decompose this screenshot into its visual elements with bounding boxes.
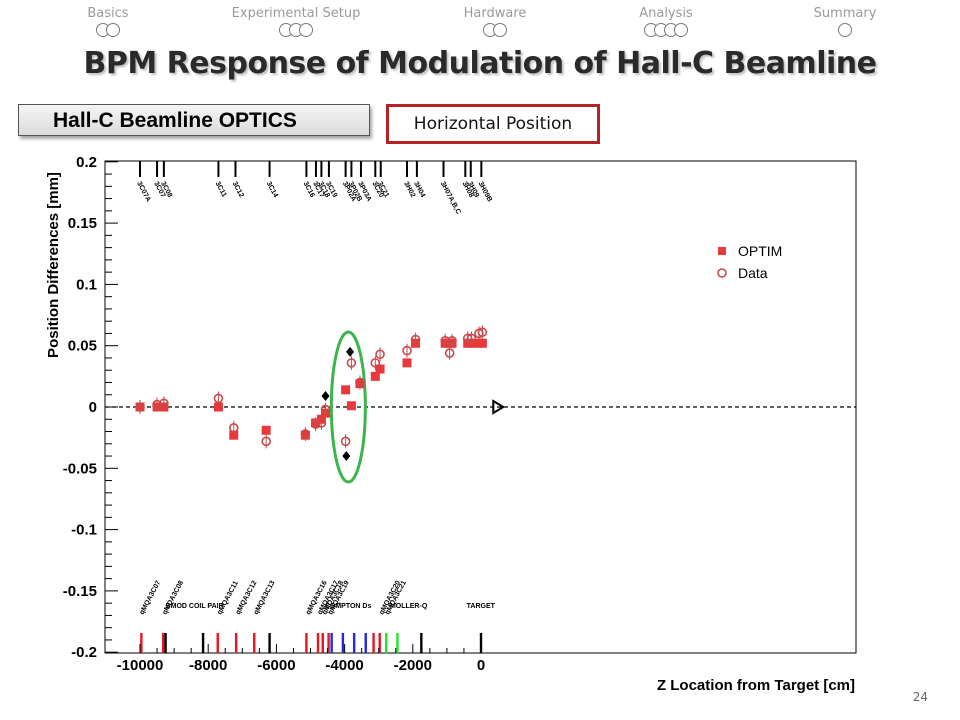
slide-dot-icon[interactable] bbox=[106, 23, 120, 37]
section-nav: Basics Experimental Setup Hardware Analysis… bbox=[0, 0, 960, 42]
y-tick-label: -0.2 bbox=[71, 644, 97, 661]
bottom-label-bmod-coil-pair: BMOD COIL PAIR bbox=[166, 603, 224, 610]
element-label-3c11: 3C11 bbox=[214, 181, 228, 199]
nav-item-analysis[interactable]: Analysis bbox=[586, 6, 746, 39]
x-tick-label: -8000 bbox=[189, 657, 227, 674]
data-point bbox=[316, 418, 327, 428]
y-tick-label: -0.1 bbox=[71, 522, 97, 539]
x-tick-label: -2000 bbox=[394, 657, 432, 674]
data-point bbox=[320, 404, 331, 415]
data-point bbox=[346, 358, 357, 368]
element-label-3c14: 3C14 bbox=[265, 181, 279, 199]
slide-dot-icon[interactable] bbox=[838, 23, 852, 37]
y-tick-label: 0.2 bbox=[76, 154, 97, 171]
nav-progress-dots bbox=[28, 23, 188, 39]
nav-label: Analysis bbox=[639, 6, 693, 21]
data-point bbox=[355, 377, 365, 388]
y-tick-label: 0.05 bbox=[68, 338, 97, 355]
nav-label: Experimental Setup bbox=[231, 6, 361, 21]
nav-label: Basics bbox=[87, 6, 129, 21]
extra-point bbox=[321, 390, 330, 401]
slide-title: BPM Response of Modulation of Hall-C Bea… bbox=[83, 46, 877, 81]
data-point bbox=[402, 345, 412, 356]
legend-square-icon bbox=[718, 247, 726, 255]
nav-item-hardware[interactable]: Hardware bbox=[415, 6, 575, 39]
element-label-3c12: 3C12 bbox=[231, 181, 245, 199]
data-point bbox=[261, 436, 271, 447]
x-tick-label: 0 bbox=[477, 657, 485, 674]
optim-point bbox=[402, 358, 412, 368]
optics-label-box: Hall-C Beamline OPTICS bbox=[18, 104, 370, 136]
optim-point bbox=[346, 401, 356, 411]
data-point bbox=[135, 402, 145, 412]
x-axis-title: Z Location from Target [cm] bbox=[657, 677, 855, 694]
data-point bbox=[300, 429, 311, 439]
nav-progress-dots bbox=[216, 23, 376, 39]
optim-point bbox=[477, 338, 487, 348]
data-point bbox=[228, 423, 239, 433]
optim-point bbox=[229, 430, 239, 440]
y-tick-label: 0.15 bbox=[68, 215, 97, 232]
bottom-label-qmqa3c07: qMQA3C07 bbox=[139, 580, 163, 616]
nav-progress-dots bbox=[415, 23, 575, 39]
zero-line-arrow-icon bbox=[492, 399, 506, 415]
bottom-label-moller-q: MOLLER-Q bbox=[390, 603, 428, 610]
data-point bbox=[340, 436, 351, 447]
nav-item-basics[interactable]: Basics bbox=[28, 6, 188, 39]
element-label-3h07a-b-c: 3H07A,B,C bbox=[439, 181, 462, 216]
data-point bbox=[444, 348, 455, 358]
data-point bbox=[159, 398, 169, 409]
data-points bbox=[135, 325, 506, 462]
optim-point bbox=[375, 364, 385, 374]
extra-point bbox=[342, 451, 351, 462]
data-point bbox=[410, 334, 421, 345]
element-label-3c07a: 3C07A bbox=[135, 181, 151, 204]
legend-label-data: Data bbox=[738, 265, 768, 281]
highlight-ellipse bbox=[329, 330, 367, 484]
y-tick-label: -0.15 bbox=[63, 583, 97, 600]
optim-point bbox=[341, 385, 351, 395]
optim-point bbox=[213, 402, 223, 412]
y-tick-label: -0.05 bbox=[63, 460, 97, 477]
horizontal-position-label: Horizontal Position bbox=[386, 104, 600, 144]
optim-point bbox=[261, 425, 271, 435]
y-axis-title: Position Differences [mm] bbox=[45, 172, 62, 358]
axis-ticks: -10000 -8000 -6000 -4000 -2000 0 -0.2 -0.15 -0.1… bbox=[63, 154, 485, 674]
legend-label-optim: OPTIM bbox=[738, 243, 782, 259]
optim-point bbox=[370, 371, 380, 381]
data-point bbox=[466, 333, 477, 344]
nav-label: Summary bbox=[813, 6, 877, 21]
nav-item-summary[interactable]: Summary bbox=[765, 6, 925, 39]
bottom-label-qmqa3c08: qMQA3C08 bbox=[161, 580, 185, 616]
nav-progress-dots bbox=[586, 23, 746, 39]
slide-dot-icon[interactable] bbox=[674, 23, 688, 37]
legend-circle-icon bbox=[717, 268, 727, 278]
data-point bbox=[152, 399, 162, 410]
data-point bbox=[477, 327, 488, 338]
data-point bbox=[440, 335, 450, 346]
y-tick-label: 0.1 bbox=[76, 276, 97, 293]
nav-item-experimental-setup[interactable]: Experimental Setup bbox=[216, 6, 376, 39]
x-tick-label: -6000 bbox=[257, 657, 295, 674]
data-point bbox=[375, 349, 385, 360]
legend: OPTIM Data bbox=[717, 243, 782, 281]
nav-label: Hardware bbox=[463, 6, 527, 21]
y-tick-label: 0 bbox=[89, 399, 97, 416]
x-tick-label: -10000 bbox=[117, 657, 164, 674]
bottom-label-compton-ds: COMPTON Ds bbox=[325, 603, 372, 610]
x-tick-label: -4000 bbox=[325, 657, 363, 674]
slide-dot-icon[interactable] bbox=[493, 23, 507, 37]
extra-point bbox=[346, 346, 355, 357]
data-point bbox=[213, 393, 224, 404]
page-number: 24 bbox=[912, 690, 928, 704]
data-point bbox=[370, 358, 381, 368]
slide-dot-icon[interactable] bbox=[299, 23, 313, 37]
nav-progress-dots bbox=[765, 23, 925, 39]
bottom-label-target: TARGET bbox=[467, 603, 496, 610]
data-point bbox=[310, 419, 321, 429]
data-point bbox=[447, 335, 457, 346]
quad-markers bbox=[140, 633, 483, 653]
